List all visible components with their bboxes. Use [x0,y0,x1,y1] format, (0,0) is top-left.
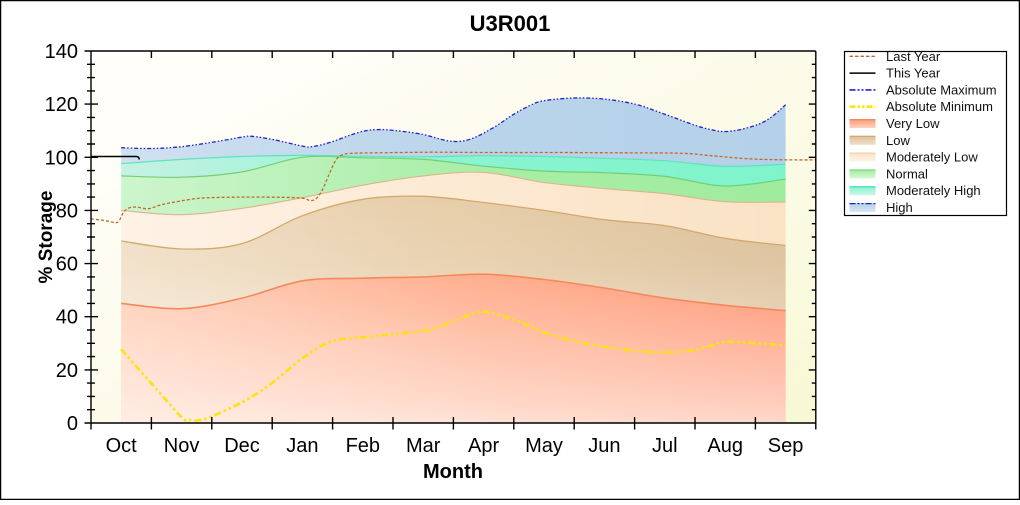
svg-text:100: 100 [45,147,78,169]
svg-text:0: 0 [67,413,78,435]
svg-text:High: High [886,200,913,215]
svg-text:Aug: Aug [707,435,743,457]
svg-text:140: 140 [45,41,78,63]
svg-text:120: 120 [45,94,78,116]
svg-text:Dec: Dec [224,435,260,457]
svg-text:May: May [525,435,563,457]
svg-text:Mar: Mar [406,435,441,457]
svg-text:Low: Low [886,133,910,148]
svg-text:Feb: Feb [346,435,380,457]
svg-text:Nov: Nov [164,435,200,457]
svg-text:Normal: Normal [886,166,928,181]
svg-text:This Year: This Year [886,66,941,81]
svg-text:80: 80 [56,200,78,222]
svg-text:Moderately High: Moderately High [886,183,981,198]
svg-text:U3R001: U3R001 [470,11,551,36]
svg-text:Oct: Oct [106,435,138,457]
svg-text:Month: Month [423,461,483,483]
svg-text:Apr: Apr [468,435,499,457]
svg-text:Very Low: Very Low [886,116,940,131]
svg-text:40: 40 [56,307,78,329]
svg-text:Jun: Jun [588,435,620,457]
svg-text:Moderately Low: Moderately Low [886,150,978,165]
svg-text:Sep: Sep [768,435,804,457]
svg-text:Absolute Minimum: Absolute Minimum [886,99,993,114]
svg-text:% Storage: % Storage [36,191,57,284]
svg-text:Jul: Jul [652,435,678,457]
svg-text:Jan: Jan [286,435,318,457]
svg-text:Last Year: Last Year [886,49,941,64]
svg-text:Absolute Maximum: Absolute Maximum [886,82,997,97]
svg-text:20: 20 [56,360,78,382]
svg-text:60: 60 [56,254,78,276]
